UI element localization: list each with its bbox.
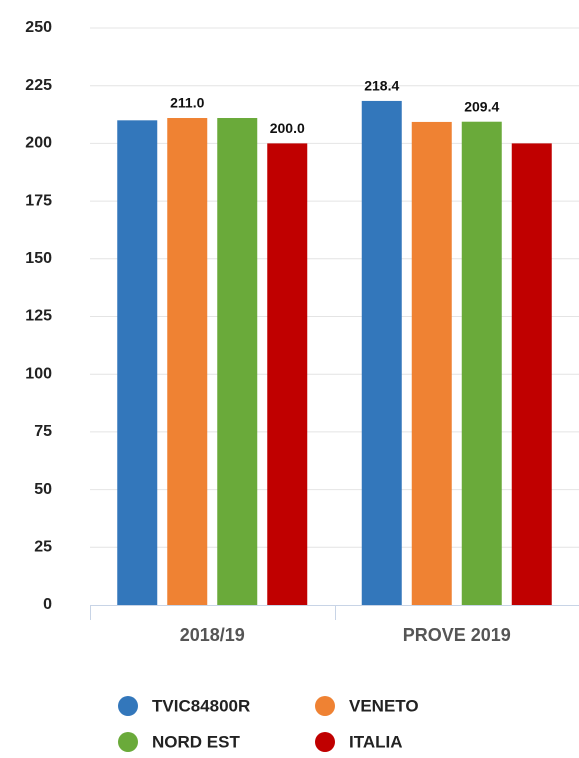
y-tick-label: 225 [25, 77, 52, 94]
y-tick-label: 0 [43, 596, 52, 613]
x-tick-label: 2018/19 [180, 625, 245, 645]
legend-label: VENETO [349, 696, 419, 715]
bar [217, 118, 258, 606]
y-tick-label: 75 [34, 423, 52, 440]
legend-label: TVIC84800R [152, 696, 250, 715]
y-tick-label: 150 [25, 250, 52, 267]
bar [461, 121, 502, 605]
data-label: 209.4 [464, 98, 499, 114]
bar [411, 121, 452, 605]
y-tick-label: 175 [25, 192, 52, 209]
bar [511, 143, 552, 605]
y-tick-label: 100 [25, 365, 52, 382]
data-label: 218.4 [364, 78, 399, 94]
bar [117, 120, 158, 605]
legend-marker [118, 732, 138, 752]
legend-marker [315, 696, 335, 716]
legend-marker [315, 732, 335, 752]
y-tick-label: 200 [25, 135, 52, 152]
y-tick-label: 25 [34, 539, 52, 556]
legend-label: NORD EST [152, 732, 240, 751]
y-tick-label: 125 [25, 308, 52, 325]
y-tick-label: 250 [25, 19, 52, 36]
data-label: 211.0 [170, 95, 204, 111]
legend-marker [118, 696, 138, 716]
bar [361, 100, 402, 605]
y-tick-label: 50 [34, 481, 52, 498]
legend-label: ITALIA [349, 732, 403, 751]
bar [267, 143, 308, 605]
x-tick-label: PROVE 2019 [403, 625, 511, 645]
data-label: 200.0 [270, 120, 305, 136]
bar [167, 118, 208, 606]
